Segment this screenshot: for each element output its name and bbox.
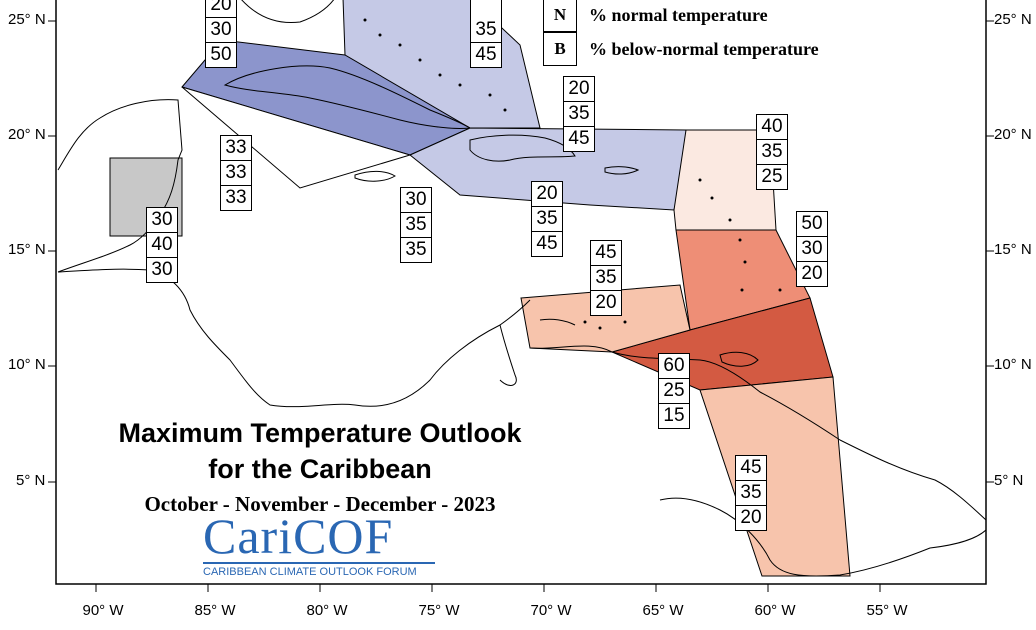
lat-label-20-left: 20° N	[8, 126, 46, 143]
lon-label-85: 85° W	[194, 602, 236, 619]
lon-label-70: 70° W	[530, 602, 572, 619]
legend-key-below: B	[543, 32, 577, 66]
prob-box-cayman: 33 33 33	[220, 135, 252, 211]
prob-normal: 35	[757, 140, 787, 165]
prob-box-cuba: 20 30 50	[205, 0, 237, 68]
prob-above: 50	[797, 212, 827, 237]
lat-label-25-left: 25° N	[8, 11, 46, 28]
prob-above: 30	[401, 188, 431, 213]
lon-label-60: 60° W	[754, 602, 796, 619]
map-title-line1: Maximum Temperature Outlook	[118, 418, 522, 448]
prob-normal: 40	[147, 233, 177, 258]
prob-box-north-leewards: 40 35 25	[756, 114, 788, 190]
prob-above: 60	[659, 354, 689, 379]
prob-box-guianas: 45 35 20	[735, 455, 767, 531]
logo-subtitle: CARIBBEAN CLIMATE OUTLOOK FORUM	[203, 562, 435, 578]
prob-box-jamaica: 30 35 35	[400, 187, 432, 263]
prob-above: 30	[147, 208, 177, 233]
legend-normal: N % normal temperature	[543, 0, 768, 32]
prob-below: 45	[568, 128, 590, 149]
coastlines	[57, 0, 987, 577]
prob-below: 15	[663, 405, 685, 426]
lat-ticks	[48, 20, 994, 483]
prob-normal: 30	[206, 18, 236, 43]
lat-label-5-left: 5° N	[16, 472, 46, 489]
map-frame	[55, 0, 987, 585]
map-title-line2: for the Caribbean	[208, 454, 432, 484]
prob-box-belize: 30 40 30	[146, 207, 178, 283]
caricof-logo: CariCOF CARIBBEAN CLIMATE OUTLOOK FORUM	[203, 510, 435, 578]
lon-label-80: 80° W	[306, 602, 348, 619]
prob-above: 33	[221, 136, 251, 161]
season-label: October - November - December - 2023	[144, 492, 496, 516]
prob-below: 33	[225, 187, 247, 208]
prob-below: 25	[761, 166, 783, 187]
lon-label-90: 90° W	[82, 602, 124, 619]
prob-below: 30	[151, 259, 173, 280]
prob-below: 45	[536, 233, 558, 254]
prob-below: 20	[801, 263, 823, 284]
prob-normal: 35	[532, 207, 562, 232]
prob-above: 20	[206, 0, 236, 18]
prob-below: 20	[740, 507, 762, 528]
lat-label-20-right: 20° N	[994, 126, 1032, 143]
prob-below: 20	[595, 292, 617, 313]
prob-above: 40	[757, 115, 787, 140]
legend-below: B % below-normal temperature	[543, 32, 819, 66]
prob-box-abc: 45 35 20	[590, 240, 622, 316]
prob-above: 20	[564, 77, 594, 102]
islands	[363, 18, 782, 330]
lat-label-5-right: 5° N	[994, 472, 1024, 489]
prob-normal: 35	[736, 481, 766, 506]
lat-label-10-right: 10° N	[994, 356, 1032, 373]
prob-normal: 33	[221, 161, 251, 186]
legend-label-below: % below-normal temperature	[589, 38, 819, 59]
lat-label-15-right: 15° N	[994, 241, 1032, 258]
lon-label-55: 55° W	[866, 602, 908, 619]
prob-above: 45	[591, 241, 621, 266]
logo-name: CariCOF	[203, 508, 394, 564]
prob-box-trinidad: 60 25 15	[658, 353, 690, 429]
region-guianas	[699, 376, 851, 577]
prob-box-hispaniola: 20 35 45	[563, 76, 595, 152]
prob-box-bahamas: 35 45	[470, 0, 502, 68]
prob-normal: 35	[471, 18, 501, 43]
lon-label-75: 75° W	[418, 602, 460, 619]
lat-label-25-right: 25° N	[994, 11, 1032, 28]
prob-above: 45	[736, 456, 766, 481]
prob-below: 50	[210, 44, 232, 65]
lat-label-10-left: 10° N	[8, 356, 46, 373]
legend-label-normal: % normal temperature	[589, 4, 768, 25]
prob-normal: 25	[659, 379, 689, 404]
lon-label-65: 65° W	[642, 602, 684, 619]
legend-key-normal: N	[543, 0, 577, 32]
prob-normal: 35	[591, 266, 621, 291]
lat-label-15-left: 15° N	[8, 241, 46, 258]
region-abc	[520, 284, 691, 353]
prob-below: 35	[405, 239, 427, 260]
prob-box-puerto-rico: 20 35 45	[531, 181, 563, 257]
prob-normal: 30	[797, 237, 827, 262]
prob-normal: 35	[564, 102, 594, 127]
prob-normal: 35	[401, 213, 431, 238]
prob-box-windwards: 50 30 20	[796, 211, 828, 287]
lon-ticks	[95, 584, 881, 592]
prob-below: 45	[475, 44, 497, 65]
prob-above: 20	[532, 182, 562, 207]
